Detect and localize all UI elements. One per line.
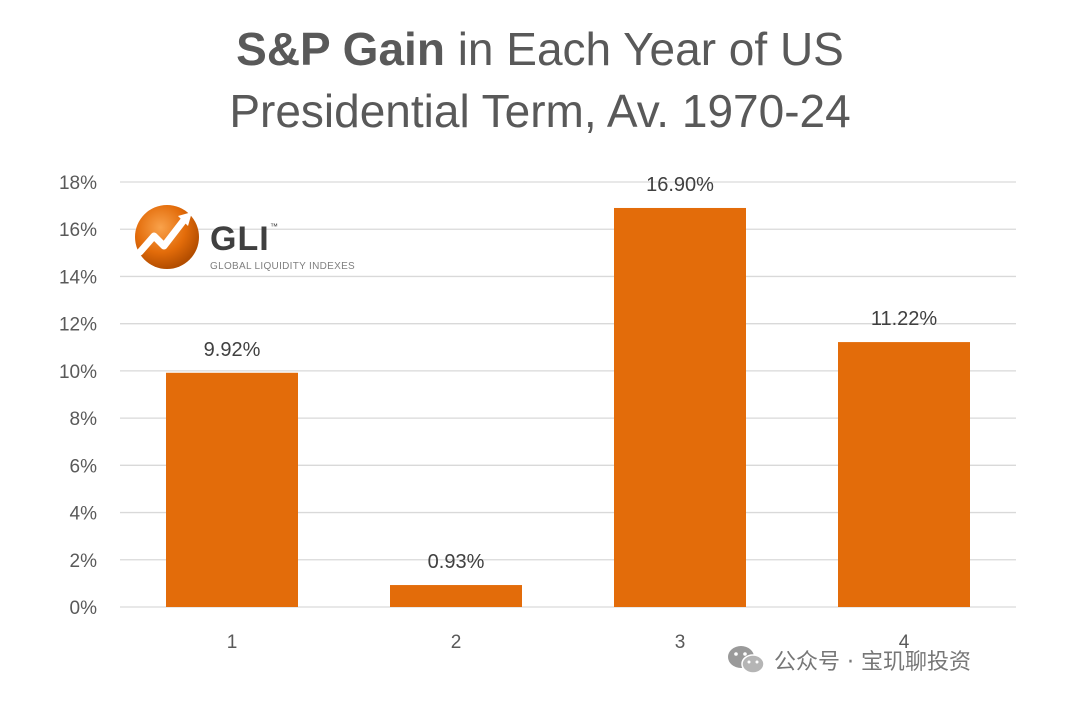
bar-2 (390, 585, 522, 607)
x-axis-tick-labels: 1 2 3 4 (227, 632, 910, 653)
chart-title-line2: Presidential Term, Av. 1970-24 (229, 85, 851, 137)
chart-title-rest: in Each Year of US (444, 23, 844, 75)
logo-name: GLI (210, 220, 270, 258)
data-label: 9.92% (204, 339, 261, 361)
data-labels: 9.92% 0.93% 16.90% 11.22% (204, 174, 938, 573)
y-axis-tick-labels: 0% 2% 4% 6% 8% 10% 12% 14% 16% 18% (59, 173, 97, 619)
x-tick-label: 2 (451, 632, 462, 653)
y-tick-label: 12% (59, 315, 97, 336)
y-tick-label: 6% (70, 456, 98, 477)
wechat-icon (728, 646, 765, 674)
logo-subtitle: GLOBAL LIQUIDITY INDEXES (210, 261, 356, 272)
x-tick-label: 4 (899, 632, 910, 653)
x-tick-label: 3 (675, 632, 686, 653)
gli-logo: GLI ™ GLOBAL LIQUIDITY INDEXES (132, 200, 382, 280)
bar-4 (838, 342, 970, 607)
logo-trademark: ™ (270, 222, 278, 231)
bar-1 (166, 372, 298, 607)
watermark-text: 公众号 · 宝玑聊投资 (774, 650, 971, 675)
y-tick-label: 10% (59, 362, 97, 383)
y-tick-label: 4% (70, 504, 98, 525)
y-tick-label: 16% (59, 220, 97, 241)
y-tick-label: 18% (59, 173, 97, 194)
x-tick-label: 1 (227, 632, 238, 653)
y-tick-label: 14% (59, 267, 97, 288)
bars (166, 207, 970, 607)
bar-3 (614, 207, 746, 607)
data-label: 0.93% (428, 551, 485, 573)
watermark: 公众号 · 宝玑聊投资 (726, 643, 971, 677)
rising-arrow-sphere-icon (135, 205, 199, 269)
chart-title: S&P Gain in Each Year of US Presidential… (0, 18, 1080, 142)
y-tick-label: 8% (70, 409, 98, 430)
chart-title-bold: S&P Gain (236, 23, 445, 75)
y-tick-label: 2% (70, 551, 98, 572)
y-tick-label: 0% (70, 598, 98, 619)
data-label: 16.90% (646, 174, 714, 196)
data-label: 11.22% (871, 308, 938, 330)
chart-title-line1: S&P Gain in Each Year of US (0, 18, 1080, 80)
